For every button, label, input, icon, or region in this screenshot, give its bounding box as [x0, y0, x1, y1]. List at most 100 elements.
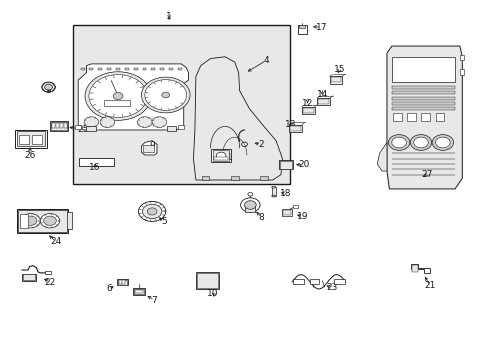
Circle shape: [409, 135, 431, 150]
Bar: [329, 76, 342, 84]
Bar: [211, 149, 230, 162]
Bar: [271, 187, 275, 196]
Text: 13: 13: [285, 120, 296, 129]
Bar: [98, 68, 102, 70]
Bar: [51, 122, 67, 130]
Text: 6: 6: [106, 284, 112, 293]
Bar: [391, 86, 454, 89]
Bar: [79, 158, 114, 166]
Bar: [52, 123, 55, 128]
Bar: [201, 176, 209, 180]
Circle shape: [391, 137, 406, 148]
Text: 24: 24: [50, 237, 61, 246]
Circle shape: [147, 208, 157, 215]
Circle shape: [144, 80, 186, 111]
Text: 19: 19: [297, 212, 308, 221]
Ellipse shape: [271, 195, 275, 197]
Circle shape: [44, 84, 52, 90]
Bar: [391, 91, 454, 94]
Bar: [435, 113, 444, 121]
Bar: [75, 125, 81, 129]
Text: 27: 27: [420, 170, 432, 179]
Bar: [334, 279, 345, 284]
Bar: [60, 123, 63, 128]
Bar: [279, 161, 291, 168]
Text: 20: 20: [298, 160, 309, 169]
Bar: [288, 125, 301, 132]
Bar: [330, 77, 341, 82]
Bar: [213, 157, 228, 160]
Bar: [318, 99, 328, 104]
Bar: [391, 108, 454, 111]
Bar: [302, 108, 313, 113]
Bar: [160, 68, 164, 70]
Text: 22: 22: [44, 278, 56, 287]
Bar: [63, 212, 72, 229]
Bar: [282, 209, 291, 216]
Circle shape: [152, 117, 166, 127]
Circle shape: [85, 72, 151, 120]
Circle shape: [241, 142, 247, 147]
Bar: [421, 113, 429, 121]
Bar: [133, 68, 137, 70]
Circle shape: [435, 137, 449, 148]
Bar: [116, 68, 120, 70]
Bar: [260, 176, 267, 180]
Circle shape: [43, 216, 56, 225]
Text: 3: 3: [45, 86, 51, 95]
Bar: [459, 69, 463, 75]
Circle shape: [141, 77, 190, 113]
Bar: [292, 205, 297, 208]
Bar: [104, 100, 129, 106]
Bar: [292, 279, 303, 284]
Circle shape: [21, 213, 40, 228]
Circle shape: [216, 152, 225, 159]
Circle shape: [84, 117, 99, 127]
Text: 26: 26: [24, 151, 35, 160]
Bar: [50, 121, 68, 131]
Bar: [56, 123, 59, 128]
Bar: [166, 126, 176, 131]
Circle shape: [41, 82, 55, 92]
Bar: [86, 126, 96, 131]
Bar: [178, 125, 184, 129]
Bar: [89, 68, 93, 70]
Bar: [19, 210, 66, 232]
Polygon shape: [141, 141, 157, 155]
Polygon shape: [78, 64, 188, 130]
Text: 7: 7: [151, 296, 157, 305]
Polygon shape: [410, 264, 429, 273]
Circle shape: [240, 198, 260, 212]
Circle shape: [244, 201, 256, 209]
Bar: [212, 150, 229, 161]
Circle shape: [142, 204, 162, 219]
Bar: [15, 130, 46, 148]
Text: 11: 11: [221, 153, 233, 162]
Bar: [132, 288, 144, 295]
Circle shape: [137, 117, 152, 127]
Bar: [245, 205, 255, 212]
Circle shape: [100, 117, 115, 127]
Bar: [197, 273, 217, 288]
Bar: [142, 68, 146, 70]
Bar: [169, 68, 173, 70]
Circle shape: [413, 137, 427, 148]
Polygon shape: [376, 143, 386, 171]
Bar: [20, 214, 28, 228]
Bar: [118, 280, 126, 285]
Bar: [301, 107, 314, 114]
Circle shape: [113, 93, 122, 100]
Bar: [297, 24, 306, 33]
Text: 2: 2: [258, 140, 264, 149]
Bar: [17, 131, 44, 147]
Bar: [122, 280, 124, 284]
Bar: [309, 279, 318, 284]
Bar: [133, 289, 143, 294]
Bar: [19, 135, 29, 144]
Bar: [22, 274, 36, 281]
Bar: [178, 68, 182, 70]
Bar: [32, 135, 41, 144]
Bar: [406, 113, 415, 121]
Text: 17: 17: [315, 23, 326, 32]
Bar: [299, 24, 305, 28]
